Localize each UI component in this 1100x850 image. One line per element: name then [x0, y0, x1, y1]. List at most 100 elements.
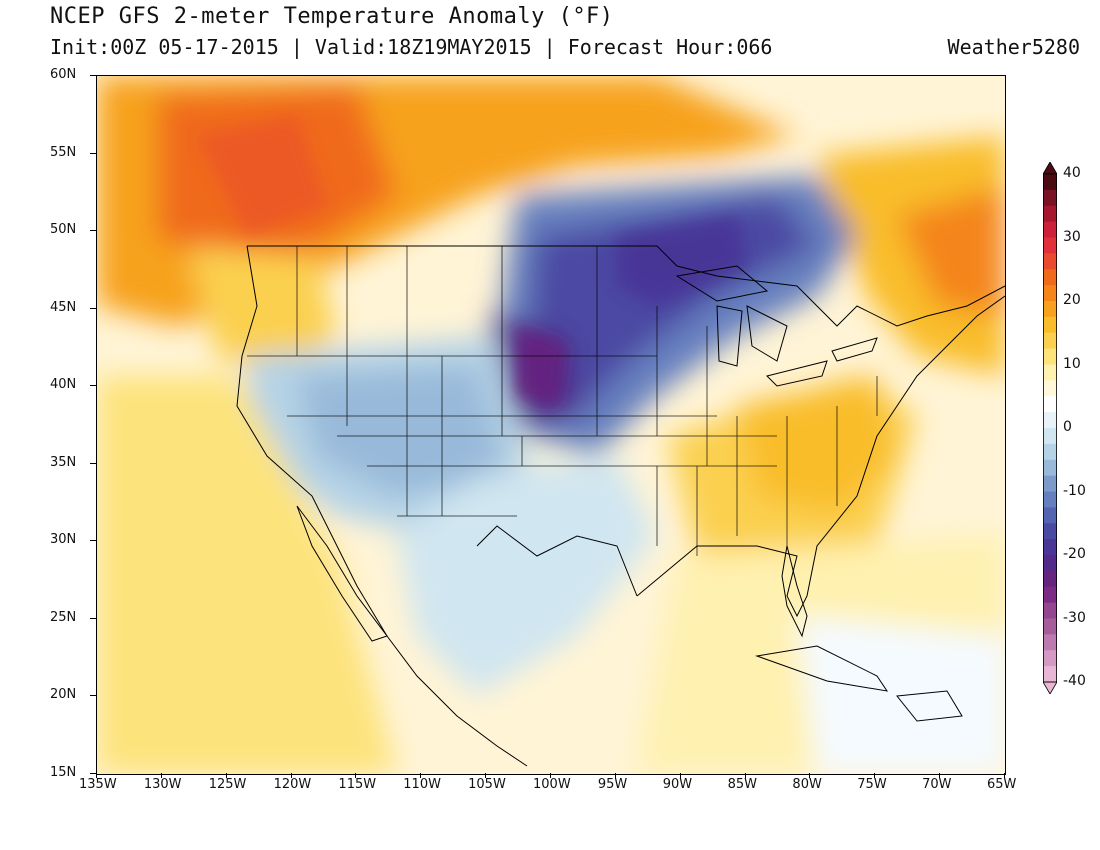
lon-label-100w: 100W — [533, 777, 571, 792]
lon-tick — [485, 773, 487, 778]
lat-tick — [90, 773, 96, 774]
colorbar-swatch — [1043, 237, 1057, 254]
colorbar-label: -20 — [1063, 546, 1086, 562]
lat-label-20n: 20N — [50, 687, 77, 703]
lon-label-65w: 65W — [987, 777, 1017, 792]
lat-label-55n: 55N — [50, 144, 77, 160]
colorbar-label: -30 — [1063, 609, 1086, 626]
lat-tick — [90, 695, 96, 697]
lon-tick — [939, 773, 941, 778]
colorbar-swatch — [1043, 555, 1057, 572]
lon-tick — [614, 773, 616, 778]
lon-label-125w: 125W — [208, 777, 247, 792]
colorbar-swatch — [1043, 189, 1057, 207]
lat-label-40n: 40N — [50, 377, 77, 393]
credit-label: Weather5280 — [947, 35, 1080, 59]
lon-label-85w: 85W — [727, 777, 757, 792]
lat-label-45n: 45N — [50, 299, 77, 315]
colorbar-frame — [1043, 173, 1057, 683]
colorbar-swatch — [1043, 428, 1057, 445]
lon-tick — [550, 773, 551, 778]
lat-tick — [90, 75, 96, 76]
lon-tick — [874, 773, 876, 778]
colorbar-swatch — [1043, 459, 1057, 477]
colorbar-swatch — [1043, 348, 1057, 365]
colorbar-label: 40 — [1063, 165, 1081, 181]
colorbar-label: 0 — [1063, 419, 1072, 435]
colorbar-label: -10 — [1063, 482, 1086, 499]
colorbar-swatch — [1043, 523, 1057, 540]
colorbar-swatch — [1043, 301, 1057, 318]
lat-tick — [90, 307, 96, 309]
colorbar-swatch — [1043, 539, 1057, 556]
lon-label-90w: 90W — [662, 777, 693, 792]
colorbar-swatch — [1043, 174, 1057, 191]
colorbar-swatch — [1043, 634, 1057, 651]
colorbar-label: 30 — [1063, 228, 1081, 245]
colorbar-swatch — [1043, 475, 1057, 492]
lat-label-35n: 35N — [50, 454, 77, 470]
lat-label-50n: 50N — [50, 222, 77, 238]
lat-tick — [90, 230, 96, 232]
colorbar-swatch — [1043, 666, 1057, 683]
colorbar-swatch — [1043, 380, 1057, 397]
lon-label-70w: 70W — [922, 777, 952, 792]
lon-tick — [1004, 773, 1005, 778]
colorbar-swatch — [1043, 491, 1057, 508]
lon-label-80w: 80W — [792, 777, 822, 792]
colorbar-label: -40 — [1063, 673, 1086, 689]
lon-label-105w: 105W — [468, 777, 506, 792]
lon-label-130w: 130W — [143, 777, 182, 792]
lat-tick — [90, 540, 96, 542]
lon-tick — [355, 773, 357, 778]
lon-label-120w: 120W — [273, 777, 312, 792]
lon-label-110w: 110W — [403, 777, 441, 792]
lat-label-15n: 15N — [50, 765, 77, 780]
lon-tick — [96, 773, 97, 778]
lon-label-75w: 75W — [857, 777, 887, 792]
colorbar-swatch — [1043, 364, 1057, 381]
colorbar-graphic — [1042, 161, 1058, 695]
map-graphic — [97, 76, 1005, 774]
lon-label-135w: 135W — [79, 777, 117, 792]
lat-tick — [90, 462, 96, 464]
colorbar-swatch — [1043, 316, 1057, 334]
lon-label-115w: 115W — [338, 777, 377, 792]
colorbar-swatch — [1043, 396, 1057, 413]
colorbar-swatch — [1043, 650, 1057, 667]
lon-tick — [225, 773, 227, 778]
colorbar-top-arrow — [1042, 161, 1058, 175]
lat-tick — [90, 617, 96, 619]
map-title: NCEP GFS 2-meter Temperature Anomaly (°F… — [50, 4, 614, 29]
lon-tick — [420, 773, 422, 778]
colorbar-swatch — [1043, 412, 1057, 429]
colorbar-swatch — [1043, 285, 1057, 302]
anomaly-map — [96, 75, 1006, 775]
lat-label-30n: 30N — [50, 532, 77, 548]
lat-tick — [90, 152, 96, 154]
colorbar-swatch — [1043, 586, 1057, 604]
colorbar-swatch — [1043, 205, 1057, 223]
lat-tick — [90, 385, 96, 387]
colorbar-swatch — [1043, 507, 1057, 524]
lat-label-60n: 60N — [50, 67, 77, 82]
colorbar-swatch — [1043, 618, 1057, 635]
colorbar-swatch — [1043, 602, 1057, 619]
colorbar-swatch — [1043, 221, 1057, 238]
colorbar-bottom-arrow — [1042, 681, 1058, 695]
lon-tick — [744, 773, 746, 778]
colorbar-label: 20 — [1063, 292, 1081, 308]
colorbar-swatch — [1043, 332, 1057, 350]
lon-label-95w: 95W — [597, 777, 628, 792]
colorbar-swatch — [1043, 443, 1057, 461]
colorbar — [1042, 161, 1058, 698]
lon-tick — [290, 773, 292, 778]
colorbar-label: 10 — [1063, 355, 1081, 372]
colorbar-swatch — [1043, 269, 1057, 286]
lon-tick — [679, 773, 681, 778]
lat-label-25n: 25N — [50, 609, 77, 625]
lon-tick — [160, 773, 162, 778]
lon-tick — [809, 773, 811, 778]
colorbar-swatch — [1043, 570, 1057, 588]
colorbar-swatch — [1043, 253, 1057, 270]
